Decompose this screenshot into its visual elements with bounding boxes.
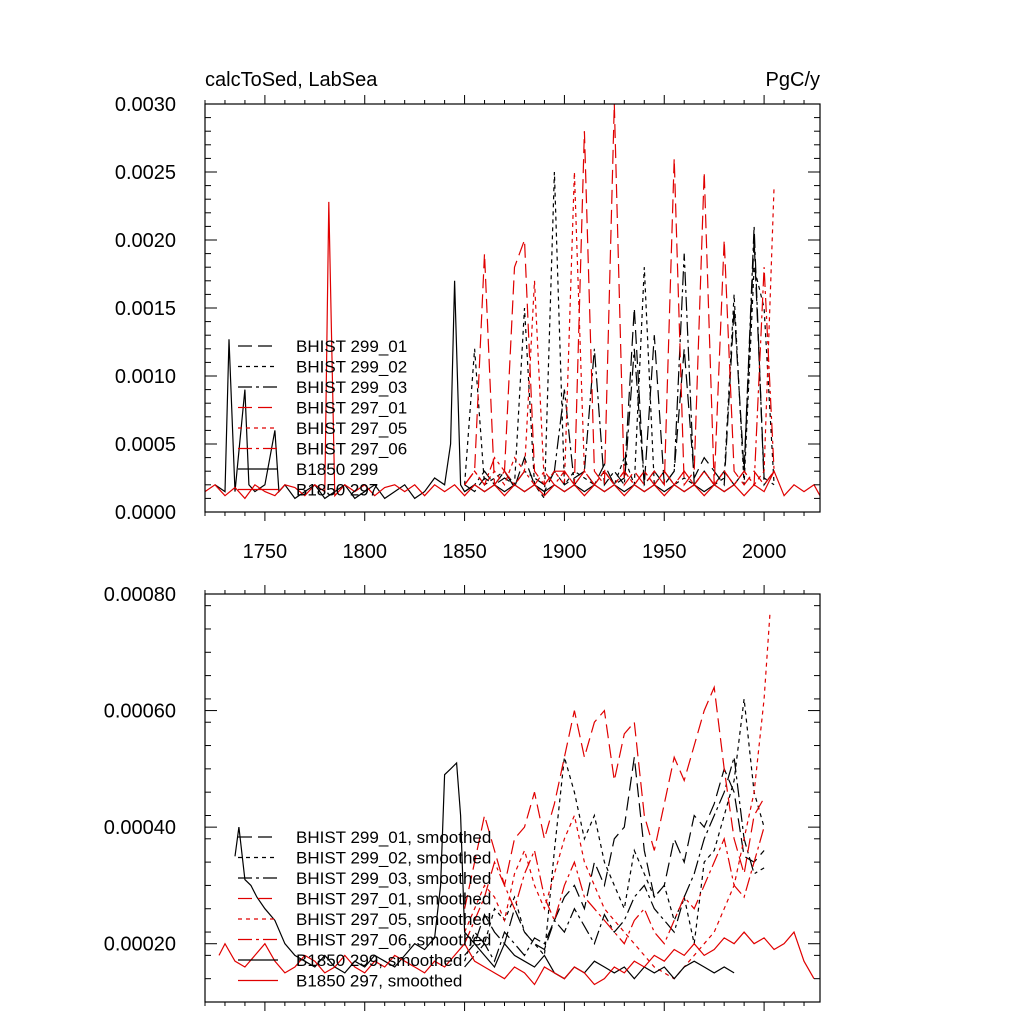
series-line-bhist-299-01-smoothed [464, 757, 765, 956]
y-tick-label: 0.0020 [115, 230, 176, 252]
series-line-bhist-299-03 [464, 226, 775, 493]
top-plot-area [205, 104, 820, 501]
series-line-b1850-297 [205, 201, 820, 500]
legend-label: BHIST 297_01 [296, 399, 407, 418]
legend-label: BHIST 297_06, smoothed [296, 931, 491, 950]
x-tick-label: 1900 [542, 541, 587, 563]
top-axis-ticks: 1750 1800 1850 1900 1950 2000 0.0000 0.0005 0.00… [115, 94, 820, 563]
top-title-left: calcToSed, LabSea [205, 69, 378, 91]
y-tick-label: 0.00080 [104, 584, 176, 606]
top-panel: 1750 1800 1850 1900 1950 2000 0.0000 0.0005 0.00… [115, 69, 821, 563]
legend-label: B1850 297, smoothed [296, 972, 462, 991]
x-tick-label: 1750 [243, 541, 288, 563]
series-line-bhist-299-01 [464, 239, 775, 493]
legend-label: BHIST 299_01, smoothed [296, 828, 491, 847]
y-tick-label: 0.00020 [104, 934, 176, 956]
bottom-plot-area [218, 611, 815, 986]
legend-label: BHIST 299_03 [296, 378, 407, 397]
y-tick-label: 0.00040 [104, 817, 176, 839]
y-tick-label: 0.0005 [115, 434, 176, 456]
series-line-b1850-297-smoothed [218, 930, 815, 986]
series-line-b1850-299-smoothed [234, 761, 735, 980]
legend-label: BHIST 299_01 [296, 337, 407, 356]
x-tick-label: 2000 [742, 541, 787, 563]
legend-label: BHIST 299_02, smoothed [296, 849, 491, 868]
y-tick-label: 0.0030 [115, 94, 176, 116]
series-line-bhist-297-06-smoothed [464, 826, 765, 945]
legend-label: B1850 299, smoothed [296, 951, 462, 970]
bottom-axis-ticks: 0.00020 0.00040 0.00060 0.00080 [104, 584, 820, 1011]
top-title-right: PgC/y [766, 69, 820, 91]
bottom-legend: BHIST 299_01, smoothed BHIST 299_02, smoo… [238, 828, 491, 991]
legend-label: BHIST 297_05, smoothed [296, 910, 491, 929]
legend-label: B1850 299 [296, 460, 378, 479]
legend-label: BHIST 297_06 [296, 440, 407, 459]
x-tick-label: 1850 [442, 541, 487, 563]
series-line-bhist-299-02-smoothed [464, 698, 765, 962]
y-tick-label: 0.00060 [104, 701, 176, 723]
series-line-bhist-299-03-smoothed [464, 757, 765, 968]
series-line-bhist-297-01-smoothed [464, 685, 765, 909]
y-tick-label: 0.0010 [115, 366, 176, 388]
legend-label: BHIST 299_02 [296, 358, 407, 377]
x-tick-label: 1950 [642, 541, 687, 563]
series-line-bhist-299-02 [464, 171, 775, 501]
bottom-panel: 0.00020 0.00040 0.00060 0.00080 BHIST 299_0… [104, 584, 821, 1011]
legend-label: BHIST 297_05 [296, 419, 407, 438]
y-tick-label: 0.0015 [115, 298, 176, 320]
series-line-bhist-297-06 [464, 267, 775, 487]
x-tick-label: 1800 [342, 541, 387, 563]
legend-label: B1850 297 [296, 481, 378, 500]
legend-label: BHIST 297_01, smoothed [296, 890, 491, 909]
bottom-plot-frame [204, 593, 821, 1003]
y-tick-label: 0.0000 [115, 502, 176, 524]
y-tick-label: 0.0025 [115, 162, 176, 184]
legend-label: BHIST 299_03, smoothed [296, 869, 491, 888]
series-line-bhist-297-05 [464, 171, 775, 487]
series-line-bhist-297-01 [464, 104, 775, 487]
